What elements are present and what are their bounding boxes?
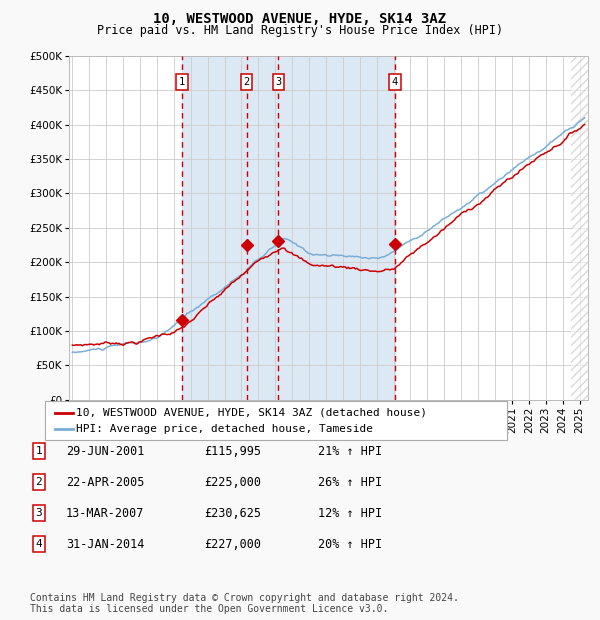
Text: 13-MAR-2007: 13-MAR-2007 — [66, 507, 145, 520]
Text: £225,000: £225,000 — [204, 476, 261, 489]
Text: 1: 1 — [35, 446, 43, 456]
Text: 1: 1 — [179, 77, 185, 87]
Text: 3: 3 — [35, 508, 43, 518]
Text: Contains HM Land Registry data © Crown copyright and database right 2024.: Contains HM Land Registry data © Crown c… — [30, 593, 459, 603]
Text: 20% ↑ HPI: 20% ↑ HPI — [318, 538, 382, 551]
Text: 10, WESTWOOD AVENUE, HYDE, SK14 3AZ (detached house): 10, WESTWOOD AVENUE, HYDE, SK14 3AZ (det… — [76, 408, 427, 418]
Text: 31-JAN-2014: 31-JAN-2014 — [66, 538, 145, 551]
Text: 4: 4 — [392, 77, 398, 87]
Text: This data is licensed under the Open Government Licence v3.0.: This data is licensed under the Open Gov… — [30, 604, 388, 614]
Text: 3: 3 — [275, 77, 281, 87]
Text: 10, WESTWOOD AVENUE, HYDE, SK14 3AZ: 10, WESTWOOD AVENUE, HYDE, SK14 3AZ — [154, 12, 446, 27]
Bar — [182, 56, 395, 400]
Text: 2: 2 — [35, 477, 43, 487]
Text: 26% ↑ HPI: 26% ↑ HPI — [318, 476, 382, 489]
Text: Price paid vs. HM Land Registry's House Price Index (HPI): Price paid vs. HM Land Registry's House … — [97, 24, 503, 37]
Text: 4: 4 — [35, 539, 43, 549]
Text: 21% ↑ HPI: 21% ↑ HPI — [318, 445, 382, 458]
Text: 29-JUN-2001: 29-JUN-2001 — [66, 445, 145, 458]
Text: HPI: Average price, detached house, Tameside: HPI: Average price, detached house, Tame… — [76, 423, 373, 433]
Text: £115,995: £115,995 — [204, 445, 261, 458]
Text: 22-APR-2005: 22-APR-2005 — [66, 476, 145, 489]
Text: 12% ↑ HPI: 12% ↑ HPI — [318, 507, 382, 520]
Text: 2: 2 — [244, 77, 250, 87]
Text: £227,000: £227,000 — [204, 538, 261, 551]
Text: £230,625: £230,625 — [204, 507, 261, 520]
